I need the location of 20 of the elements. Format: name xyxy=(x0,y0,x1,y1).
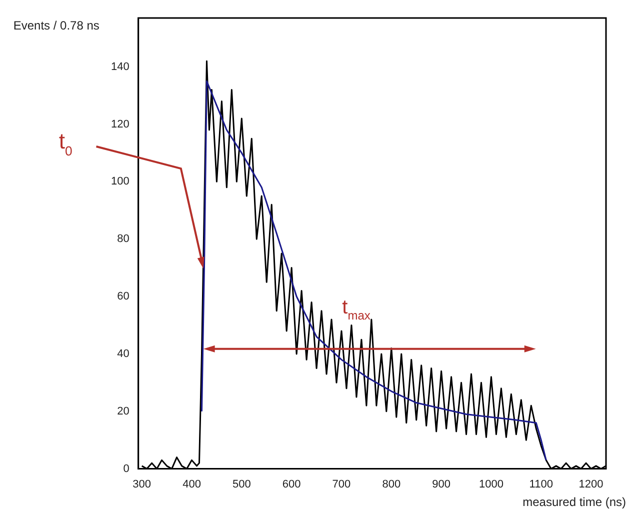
y-tick-label: 120 xyxy=(110,118,130,130)
x-tick-label: 1200 xyxy=(578,478,604,490)
y-axis-title: Events / 0.78 ns xyxy=(13,18,100,32)
x-tick-label: 300 xyxy=(132,478,152,490)
x-tick-label: 500 xyxy=(232,478,251,490)
x-tick-label: 1000 xyxy=(478,478,504,490)
x-tick-label: 400 xyxy=(182,478,201,490)
x-tick-label: 900 xyxy=(432,478,450,490)
y-tick-label: 20 xyxy=(117,405,130,418)
y-tick-label: 40 xyxy=(117,348,130,360)
y-tick-label: 0 xyxy=(123,462,130,475)
x-axis-title: measured time (ns) xyxy=(522,495,626,510)
y-tick-label: 140 xyxy=(110,60,130,73)
y-tick-label: 100 xyxy=(110,176,130,188)
x-tick-label: 800 xyxy=(382,478,401,490)
x-tick-label: 600 xyxy=(282,478,301,490)
x-tick-label: 700 xyxy=(332,478,351,490)
x-tick-label: 1100 xyxy=(529,478,553,490)
y-tick-label: 60 xyxy=(117,290,130,303)
y-tick-label: 80 xyxy=(117,233,130,246)
